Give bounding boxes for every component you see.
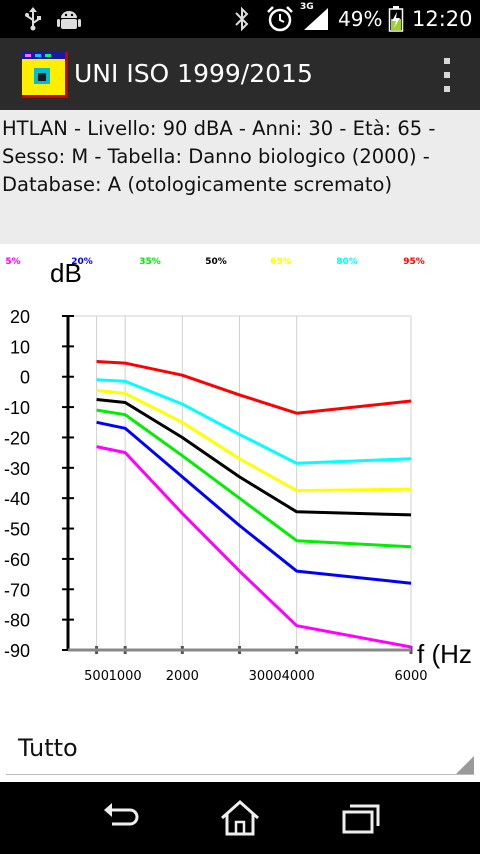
clock: 12:20 — [412, 7, 473, 31]
legend-item: 20% — [71, 257, 93, 267]
legend-item: 80% — [336, 257, 358, 267]
y-tick-label: -10 — [4, 398, 30, 418]
overflow-menu-icon[interactable] — [442, 58, 452, 92]
series-line-65pct — [96, 388, 412, 493]
x-axis-label: f (Hz — [417, 639, 472, 669]
legend-item: 50% — [205, 257, 227, 267]
app-title: UNI ISO 1999/2015 — [74, 59, 313, 88]
spinner-arrow-icon — [456, 756, 474, 774]
chart-legend: 5% 20% 35% 50% 65% 80% 95% — [5, 257, 424, 267]
series-line-35pct — [96, 408, 412, 549]
y-tick-label: 10 — [10, 337, 30, 357]
spinner-underline — [6, 774, 474, 775]
chart-series — [96, 360, 412, 649]
series-line-80pct — [96, 378, 412, 465]
y-tick-label: -20 — [4, 428, 30, 448]
y-tick-label: -70 — [4, 580, 30, 600]
series-line-5pct — [96, 445, 412, 649]
parameters-summary: HTLAN - Livello: 90 dBA - Anni: 30 - Età… — [2, 117, 436, 196]
spinner-value: Tutto — [18, 734, 78, 762]
legend-item: 65% — [270, 257, 292, 267]
back-icon[interactable] — [96, 796, 144, 840]
filter-spinner[interactable]: Tutto — [0, 726, 480, 782]
legend-item: 35% — [139, 257, 161, 267]
action-bar: UNI ISO 1999/2015 — [0, 38, 480, 110]
signal-icon: 3G — [300, 0, 330, 38]
y-tick-label: -30 — [4, 459, 30, 479]
x-tick-label: 1000 — [109, 669, 142, 684]
x-tick-label: 4000 — [282, 669, 315, 684]
y-tick-label: -60 — [4, 550, 30, 570]
status-bar: 3G 49% 12:20 — [0, 0, 480, 38]
y-tick-label: -40 — [4, 489, 30, 509]
y-tick-label: 0 — [20, 368, 30, 388]
usb-icon — [20, 0, 46, 38]
alarm-icon — [266, 0, 294, 38]
recent-apps-icon[interactable] — [336, 796, 384, 840]
app-logo-icon[interactable] — [22, 52, 68, 98]
y-tick-label: 20 — [10, 307, 30, 327]
y-tick-label: -80 — [4, 611, 30, 631]
home-icon[interactable] — [216, 796, 264, 840]
x-tick-label: 6000 — [394, 669, 427, 684]
x-axis-ticks: 500 1000 2000 3000 4000 6000 — [84, 646, 428, 684]
navigation-bar — [0, 782, 480, 854]
y-tick-label: -90 — [4, 641, 30, 661]
battery-charging-icon — [388, 0, 404, 38]
legend-item: 5% — [5, 257, 20, 267]
info-panel: HTLAN - Livello: 90 dBA - Anni: 30 - Età… — [0, 110, 480, 244]
x-tick-label: 500 — [84, 669, 109, 684]
hearing-threshold-chart: 5% 20% 35% 50% 65% 80% 95% dB f (Hz 20 10 0 -10 -2… — [4, 257, 472, 684]
series-line-95pct — [96, 360, 412, 415]
x-tick-label: 2000 — [166, 669, 199, 684]
series-line-50pct — [96, 398, 412, 517]
series-line-20pct — [96, 420, 412, 585]
x-tick-label: 3000 — [249, 669, 282, 684]
y-axis-label: dB — [50, 258, 82, 288]
bluetooth-icon — [232, 0, 252, 38]
android-debug-icon — [56, 0, 82, 38]
y-tick-label: -50 — [4, 520, 30, 540]
chart-axes — [66, 316, 411, 652]
network-type: 3G — [300, 2, 314, 12]
chart-grid — [68, 315, 412, 650]
battery-percent: 49% — [338, 7, 383, 31]
legend-item: 95% — [403, 257, 425, 267]
y-axis-ticks: 20 10 0 -10 -20 -30 -40 -50 -60 -70 -80 -90 — [4, 307, 74, 661]
